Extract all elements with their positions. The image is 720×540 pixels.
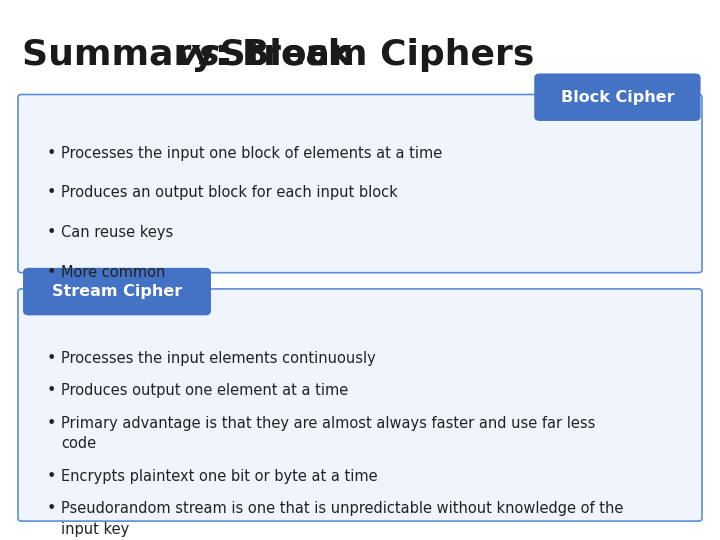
Text: Primary advantage is that they are almost always faster and use far less: Primary advantage is that they are almos… xyxy=(61,416,595,431)
Text: Produces an output block for each input block: Produces an output block for each input … xyxy=(61,185,398,200)
Text: More common: More common xyxy=(61,265,166,280)
Text: Can reuse keys: Can reuse keys xyxy=(61,225,174,240)
Text: Processes the input one block of elements at a time: Processes the input one block of element… xyxy=(61,146,443,161)
Text: Summary: Block: Summary: Block xyxy=(22,38,364,72)
Text: •: • xyxy=(47,146,56,161)
Text: •: • xyxy=(47,469,56,484)
Text: •: • xyxy=(47,501,56,516)
Text: •: • xyxy=(47,416,56,431)
Text: input key: input key xyxy=(61,522,130,537)
Text: Encrypts plaintext one bit or byte at a time: Encrypts plaintext one bit or byte at a … xyxy=(61,469,378,484)
FancyBboxPatch shape xyxy=(23,268,211,315)
Text: code: code xyxy=(61,436,96,451)
Text: Produces output one element at a time: Produces output one element at a time xyxy=(61,383,348,399)
Text: •: • xyxy=(47,351,56,366)
Text: Processes the input elements continuously: Processes the input elements continuousl… xyxy=(61,351,376,366)
FancyBboxPatch shape xyxy=(18,94,702,273)
Text: Pseudorandom stream is one that is unpredictable without knowledge of the: Pseudorandom stream is one that is unpre… xyxy=(61,501,624,516)
Text: vs.: vs. xyxy=(176,38,235,72)
FancyBboxPatch shape xyxy=(18,289,702,521)
Text: •: • xyxy=(47,185,56,200)
Text: Stream Ciphers: Stream Ciphers xyxy=(207,38,534,72)
Text: •: • xyxy=(47,383,56,399)
Text: Block Cipher: Block Cipher xyxy=(561,90,674,105)
Text: •: • xyxy=(47,265,56,280)
Text: Stream Cipher: Stream Cipher xyxy=(52,284,182,299)
FancyBboxPatch shape xyxy=(534,73,701,121)
Text: •: • xyxy=(47,225,56,240)
